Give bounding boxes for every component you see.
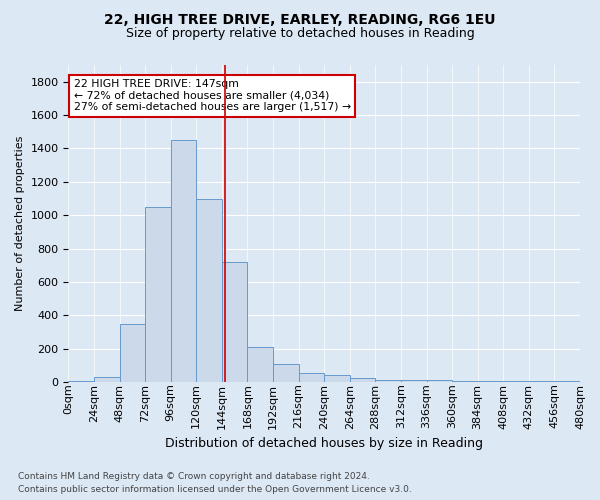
Text: 22 HIGH TREE DRIVE: 147sqm
← 72% of detached houses are smaller (4,034)
27% of s: 22 HIGH TREE DRIVE: 147sqm ← 72% of deta… (74, 80, 350, 112)
Bar (145, 207, 171, 382)
Text: 22, HIGH TREE DRIVE, EARLEY, READING, RG6 1EU: 22, HIGH TREE DRIVE, EARLEY, READING, RG… (104, 12, 496, 26)
Bar (222, 262, 247, 382)
X-axis label: Distribution of detached houses by size in Reading: Distribution of detached houses by size … (165, 437, 483, 450)
Bar (452, 381, 478, 382)
Y-axis label: Number of detached properties: Number of detached properties (15, 136, 25, 312)
Bar (376, 380, 401, 382)
Bar (324, 374, 350, 382)
Bar (350, 378, 376, 382)
Bar (273, 364, 299, 382)
Text: Size of property relative to detached houses in Reading: Size of property relative to detached ho… (125, 28, 475, 40)
Bar (94, 378, 119, 382)
Text: Contains public sector information licensed under the Open Government Licence v3: Contains public sector information licen… (18, 485, 412, 494)
Bar (119, 324, 145, 382)
Bar (196, 198, 222, 382)
Bar (171, 140, 196, 382)
Bar (427, 380, 452, 382)
Bar (401, 380, 427, 382)
Text: Contains HM Land Registry data © Crown copyright and database right 2024.: Contains HM Land Registry data © Crown c… (18, 472, 370, 481)
Bar (299, 373, 324, 382)
Bar (247, 347, 273, 382)
